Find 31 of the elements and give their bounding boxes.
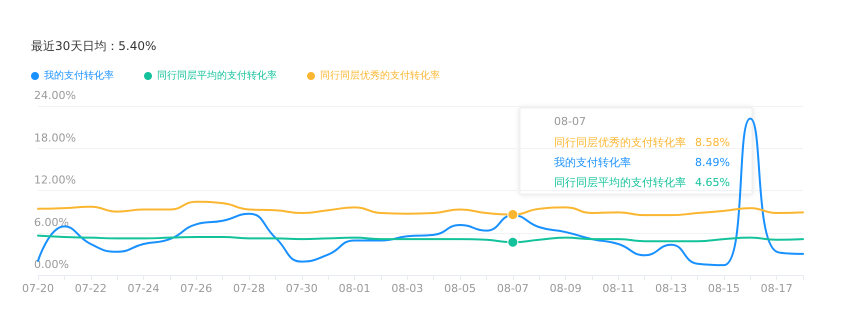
x-tick-label: 08-17 [760, 282, 793, 295]
legend-label: 同行同层平均的支付转化率 [157, 70, 277, 82]
x-tick-label: 07-26 [180, 282, 212, 295]
text: 同行同层平均的支付转化率 [554, 176, 686, 189]
x-tick-label: 07-22 [74, 282, 107, 295]
y-tick-label: 18.00% [34, 131, 76, 144]
annotation: 8.58% [695, 136, 730, 149]
x-tick-label: 08-03 [391, 282, 424, 295]
x-tick-label: 08-07 [496, 282, 529, 295]
text: 同行同层优秀的支付转化率 [554, 136, 686, 149]
annotation: 08-07 [554, 115, 586, 128]
annotation: 8.49% [695, 156, 730, 169]
y-tick-label: 24.00% [34, 89, 76, 102]
annotation: 4.65% [695, 176, 730, 189]
legend-label: 我的支付转化率 [44, 70, 114, 82]
x-tick-label: 07-30 [286, 282, 318, 295]
x-tick-label: 08-13 [655, 282, 688, 295]
y-tick-label: 12.00% [34, 174, 76, 186]
x-tick-label: 08-11 [602, 282, 634, 295]
x-tick-label: 07-24 [128, 282, 160, 295]
text: 我的支付转化率 [554, 156, 631, 169]
chart-title: 最近30天日均：5.40% [31, 39, 156, 53]
x-tick-label: 08-01 [338, 282, 371, 295]
legend-label: 同行同层优秀的支付转化率 [320, 70, 440, 82]
x-tick-label: 07-28 [233, 282, 266, 295]
x-tick-label: 08-05 [444, 282, 476, 295]
y-tick-label: 6.00% [34, 216, 69, 229]
x-tick-label: 08-09 [550, 282, 582, 295]
y-tick-label: 0.00% [34, 258, 69, 271]
x-tick-label: 08-15 [708, 282, 740, 295]
x-tick-label: 07-20 [22, 282, 54, 295]
